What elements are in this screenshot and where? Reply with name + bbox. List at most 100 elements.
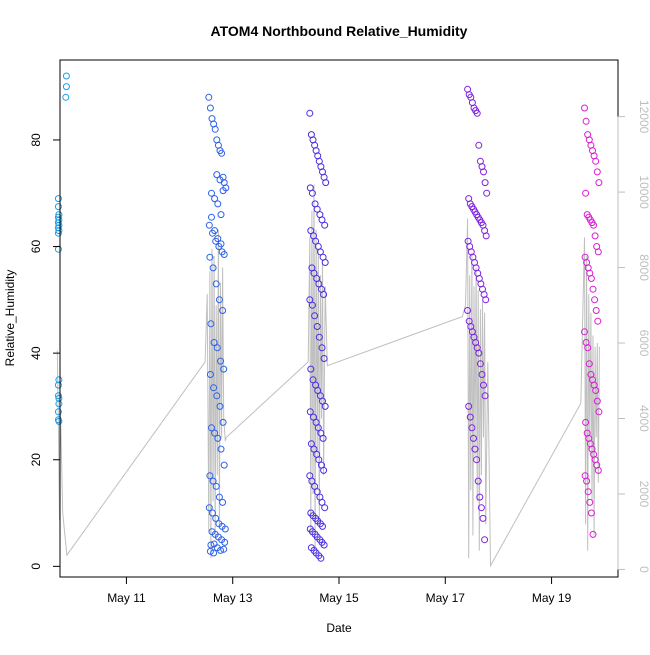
data-point xyxy=(321,402,329,410)
data-point xyxy=(210,384,218,392)
data-point xyxy=(216,176,224,184)
x-tick-label: May 11 xyxy=(107,591,146,605)
data-point xyxy=(321,221,329,229)
data-point xyxy=(480,168,487,176)
x-axis: May 11 May 13 May 15 May 17 May 19 xyxy=(107,576,572,605)
data-point xyxy=(471,445,479,453)
data-point xyxy=(476,493,484,501)
data-point xyxy=(470,434,477,442)
data-point xyxy=(481,179,489,187)
data-point xyxy=(217,240,225,248)
data-point xyxy=(591,296,599,304)
y-axis: 0 20 40 60 80 xyxy=(29,133,61,570)
data-point xyxy=(314,387,322,394)
data-point xyxy=(55,221,63,229)
data-point xyxy=(310,269,318,277)
y-tick-label: 20 xyxy=(29,453,43,467)
data-point xyxy=(211,195,219,203)
data-point xyxy=(590,221,598,229)
secondary-series-line xyxy=(56,184,600,568)
data-point xyxy=(214,434,222,442)
data-point xyxy=(593,397,601,405)
data-point xyxy=(213,392,221,400)
secondary-tick-label: 8000 xyxy=(637,254,650,281)
data-point xyxy=(54,408,62,416)
data-point xyxy=(587,275,595,282)
data-point xyxy=(217,546,224,554)
data-point xyxy=(318,498,326,506)
data-point xyxy=(475,349,483,357)
data-point xyxy=(212,280,220,288)
data-point xyxy=(209,509,216,517)
data-point xyxy=(594,248,602,256)
data-point xyxy=(317,554,325,562)
secondary-line-layer xyxy=(56,184,600,568)
data-point xyxy=(209,477,217,485)
data-point xyxy=(320,291,328,298)
data-point xyxy=(211,227,219,235)
data-point xyxy=(321,259,329,266)
y-tick-label: 40 xyxy=(29,346,43,360)
data-point xyxy=(481,536,489,544)
data-point xyxy=(464,307,472,314)
data-point xyxy=(480,381,487,389)
data-point xyxy=(307,365,315,373)
x-axis-label: Date xyxy=(326,621,352,635)
data-point xyxy=(212,514,220,522)
data-point xyxy=(478,371,486,378)
data-point xyxy=(475,141,483,149)
data-point xyxy=(208,213,215,221)
secondary-tick-label: 10000 xyxy=(637,175,650,209)
data-point xyxy=(307,227,315,235)
data-point xyxy=(217,445,225,453)
data-point xyxy=(468,424,476,432)
secondary-tick-label: 4000 xyxy=(637,405,650,432)
data-point xyxy=(55,211,63,219)
data-point xyxy=(584,488,592,496)
data-point xyxy=(205,93,213,101)
data-point xyxy=(55,400,63,408)
data-point xyxy=(213,344,221,352)
data-point xyxy=(313,488,321,496)
data-point xyxy=(54,224,62,232)
x-tick-label: May 19 xyxy=(532,591,572,605)
data-point xyxy=(593,168,601,176)
data-point xyxy=(209,264,217,272)
data-point xyxy=(213,171,221,179)
x-tick-label: May 13 xyxy=(213,591,253,605)
data-point xyxy=(595,179,603,187)
data-point xyxy=(592,307,600,314)
data-point xyxy=(206,371,214,378)
data-point xyxy=(208,424,215,432)
secondary-tick-label: 0 xyxy=(637,566,650,573)
data-point xyxy=(55,376,63,384)
data-point xyxy=(55,216,63,224)
data-point xyxy=(306,296,314,304)
chart-title: ATOM4 Northbound Relative_Humidity xyxy=(211,23,468,39)
data-point xyxy=(584,344,592,352)
data-point xyxy=(221,525,229,533)
data-point xyxy=(54,203,62,211)
data-point xyxy=(581,104,588,112)
data-point xyxy=(62,93,70,101)
data-point xyxy=(581,328,588,336)
data-point xyxy=(312,237,320,245)
plot-frame xyxy=(59,59,619,578)
data-point xyxy=(219,418,227,426)
data-point xyxy=(318,216,326,224)
data-point xyxy=(215,493,223,501)
data-point xyxy=(218,149,226,157)
data-point xyxy=(220,251,228,258)
data-point xyxy=(319,434,327,442)
data-point xyxy=(306,408,314,416)
data-point xyxy=(210,339,218,346)
data-point xyxy=(476,360,484,368)
data-point xyxy=(583,477,591,485)
data-point xyxy=(591,232,599,240)
data-point xyxy=(313,323,321,330)
data-point xyxy=(54,219,62,227)
data-point xyxy=(320,541,328,549)
data-point xyxy=(315,456,323,464)
data-point xyxy=(315,333,323,341)
y-tick-label: 80 xyxy=(29,133,43,147)
